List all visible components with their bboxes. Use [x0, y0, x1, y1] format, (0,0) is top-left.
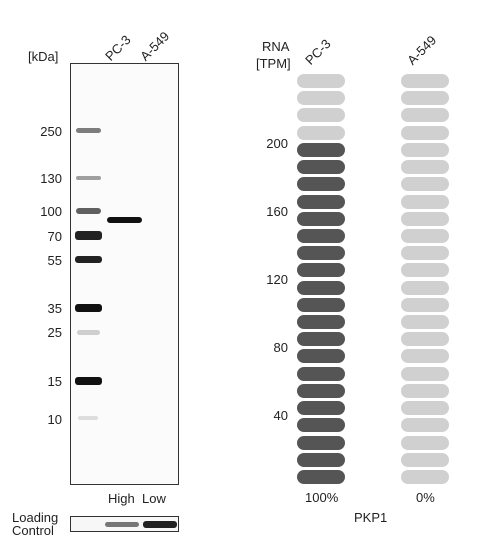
pc3-tpm-pill — [297, 246, 345, 261]
a549-tpm-pill — [401, 74, 449, 88]
ladder-band-15 — [75, 377, 102, 385]
marker-250: 250 — [40, 124, 62, 139]
pc3-tpm-pill — [297, 280, 345, 295]
a549-tpm-pill — [401, 315, 449, 330]
pc3-tpm-pill — [297, 332, 345, 347]
ladder-band-100 — [76, 208, 101, 214]
gene-name: PKP1 — [354, 510, 388, 525]
pc3-tpm-pill — [297, 125, 345, 140]
pc3-tpm-pill — [297, 452, 345, 467]
ladder-band-70 — [75, 231, 102, 240]
pc3-tpm-pill — [297, 91, 345, 106]
ladder-band-55 — [75, 256, 102, 263]
lane-level-high: High — [108, 491, 135, 506]
ladder-band-250 — [76, 128, 101, 133]
a549-tpm-pill — [401, 470, 449, 484]
western-blot-image — [70, 63, 179, 485]
pc3-tpm-pill — [297, 211, 345, 226]
marker-10: 10 — [47, 412, 62, 427]
tpm-tick-80: 80 — [273, 340, 288, 355]
pc3-value: 100% — [305, 490, 339, 505]
pc3-tpm-pill — [297, 108, 345, 123]
loading-control-label-line2: Control — [12, 523, 54, 538]
a549-tpm-pill — [401, 349, 449, 364]
ladder-band-10 — [78, 416, 98, 420]
a549-tpm-pill — [401, 332, 449, 347]
ladder-band-25 — [77, 330, 100, 335]
a549-tpm-pill — [401, 263, 449, 278]
marker-130: 130 — [40, 171, 62, 186]
tpm-tick-200: 200 — [266, 136, 288, 151]
a549-tpm-pill — [401, 211, 449, 226]
rna-title-line2: [TPM] — [256, 56, 291, 71]
a549-tpm-pill — [401, 280, 449, 295]
a549-tpm-pill — [401, 108, 449, 123]
a549-tpm-pill — [401, 228, 449, 243]
pc3-tpm-pill — [297, 74, 345, 88]
pc3-tpm-pill — [297, 366, 345, 381]
lane-level-low: Low — [142, 491, 166, 506]
pc3-tpm-pill — [297, 194, 345, 209]
marker-15: 15 — [47, 374, 62, 389]
ladder-band-35 — [75, 304, 102, 312]
blot-lane-label-pc3: PC-3 — [102, 32, 134, 64]
a549-tpm-pill — [401, 452, 449, 467]
pc3-pill-column — [297, 0, 345, 536]
a549-tpm-pill — [401, 125, 449, 140]
blot-lane-label-a549: A-549 — [137, 28, 173, 64]
a549-value: 0% — [416, 490, 435, 505]
pc3-tpm-pill — [297, 418, 345, 433]
a549-tpm-pill — [401, 246, 449, 261]
pc3-tpm-pill — [297, 142, 345, 157]
a549-tpm-pill — [401, 177, 449, 192]
a549-tpm-pill — [401, 142, 449, 157]
a549-tpm-pill — [401, 383, 449, 398]
pc3-sample-band — [107, 217, 142, 223]
marker-100: 100 — [40, 204, 62, 219]
pc3-tpm-pill — [297, 383, 345, 398]
ladder-band-130 — [76, 176, 101, 180]
pc3-tpm-pill — [297, 315, 345, 330]
kda-unit-label: [kDa] — [28, 49, 59, 64]
marker-35: 35 — [47, 301, 62, 316]
loading-band-a549 — [143, 521, 177, 528]
pc3-tpm-pill — [297, 297, 345, 312]
pc3-tpm-pill — [297, 263, 345, 278]
pc3-tpm-pill — [297, 349, 345, 364]
pc3-tpm-pill — [297, 470, 345, 484]
pc3-tpm-pill — [297, 401, 345, 416]
a549-tpm-pill — [401, 401, 449, 416]
a549-tpm-pill — [401, 435, 449, 450]
marker-25: 25 — [47, 325, 62, 340]
tpm-tick-40: 40 — [273, 408, 288, 423]
a549-tpm-pill — [401, 160, 449, 175]
pc3-tpm-pill — [297, 177, 345, 192]
tpm-tick-120: 120 — [266, 272, 288, 287]
a549-tpm-pill — [401, 91, 449, 106]
marker-55: 55 — [47, 253, 62, 268]
tpm-tick-160: 160 — [266, 204, 288, 219]
marker-70: 70 — [47, 229, 62, 244]
loading-control-label-line1: Loading — [12, 510, 59, 525]
a549-tpm-pill — [401, 418, 449, 433]
pc3-tpm-pill — [297, 160, 345, 175]
a549-tpm-pill — [401, 194, 449, 209]
a549-tpm-pill — [401, 366, 449, 381]
loading-band-pc3 — [105, 522, 139, 527]
pc3-tpm-pill — [297, 228, 345, 243]
pc3-tpm-pill — [297, 435, 345, 450]
loading-control-image — [70, 516, 179, 532]
a549-pill-column — [401, 0, 449, 536]
a549-tpm-pill — [401, 297, 449, 312]
rna-title-line1: RNA — [262, 39, 290, 54]
